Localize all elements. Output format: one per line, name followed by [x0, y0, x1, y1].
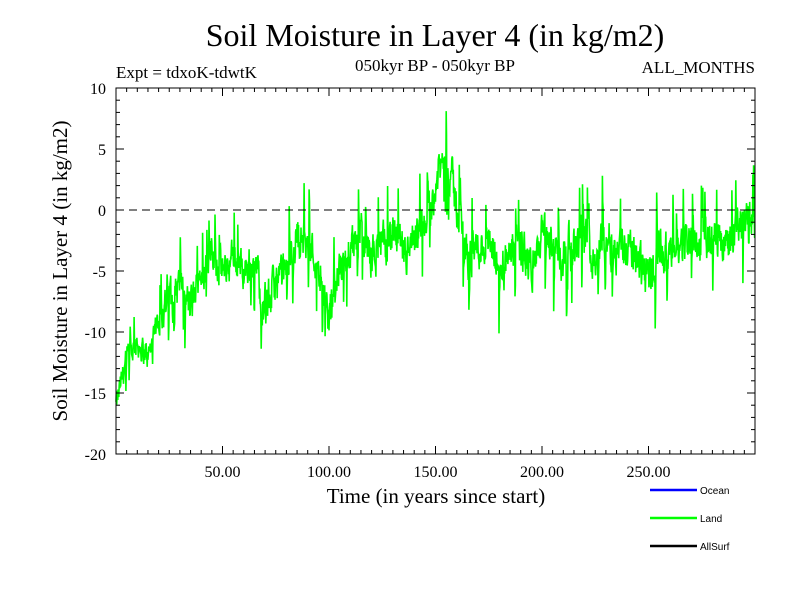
series-layer: [115, 111, 756, 405]
y-tick-label: -15: [85, 386, 106, 403]
plot-area: 50.00 100.00 150.00 200.00 250.00 -20-15-10-…: [85, 81, 756, 481]
y-tick-label: 5: [98, 142, 106, 159]
legend: Ocean Land AllSurf: [650, 486, 730, 553]
expt-label: Expt = tdxoK-tdwtK: [116, 63, 258, 82]
y-axis-label: Soil Moisture in Layer 4 (in kg/m2): [48, 121, 72, 422]
x-tick-label: 100.00: [307, 464, 351, 481]
y-tick-label: 0: [98, 203, 106, 220]
legend-label-allsurf: AllSurf: [700, 542, 730, 553]
y-tick-label: -10: [85, 325, 106, 342]
x-tick-label: 150.00: [414, 464, 458, 481]
x-tick-label: 250.00: [627, 464, 671, 481]
y-tick-label: 10: [90, 81, 106, 98]
legend-label-ocean: Ocean: [700, 486, 729, 497]
x-tick-label: 200.00: [520, 464, 564, 481]
legend-label-land: Land: [700, 514, 722, 525]
x-axis-label: Time (in years since start): [327, 484, 546, 508]
x-axis: 50.00 100.00 150.00 200.00 250.00: [126, 88, 745, 481]
y-tick-label: -20: [85, 447, 106, 464]
y-axis: -20 -15 -10 -5 0 5 10: [85, 81, 755, 464]
x-tick-label: 50.00: [205, 464, 241, 481]
chart-title: Soil Moisture in Layer 4 (in kg/m2): [206, 17, 665, 53]
plot-frame: [115, 87, 756, 455]
series-line-land: [115, 111, 756, 405]
months-label: ALL_MONTHS: [642, 58, 755, 77]
period-label: 050kyr BP - 050kyr BP: [355, 56, 515, 75]
y-tick-label: -5: [93, 264, 106, 281]
